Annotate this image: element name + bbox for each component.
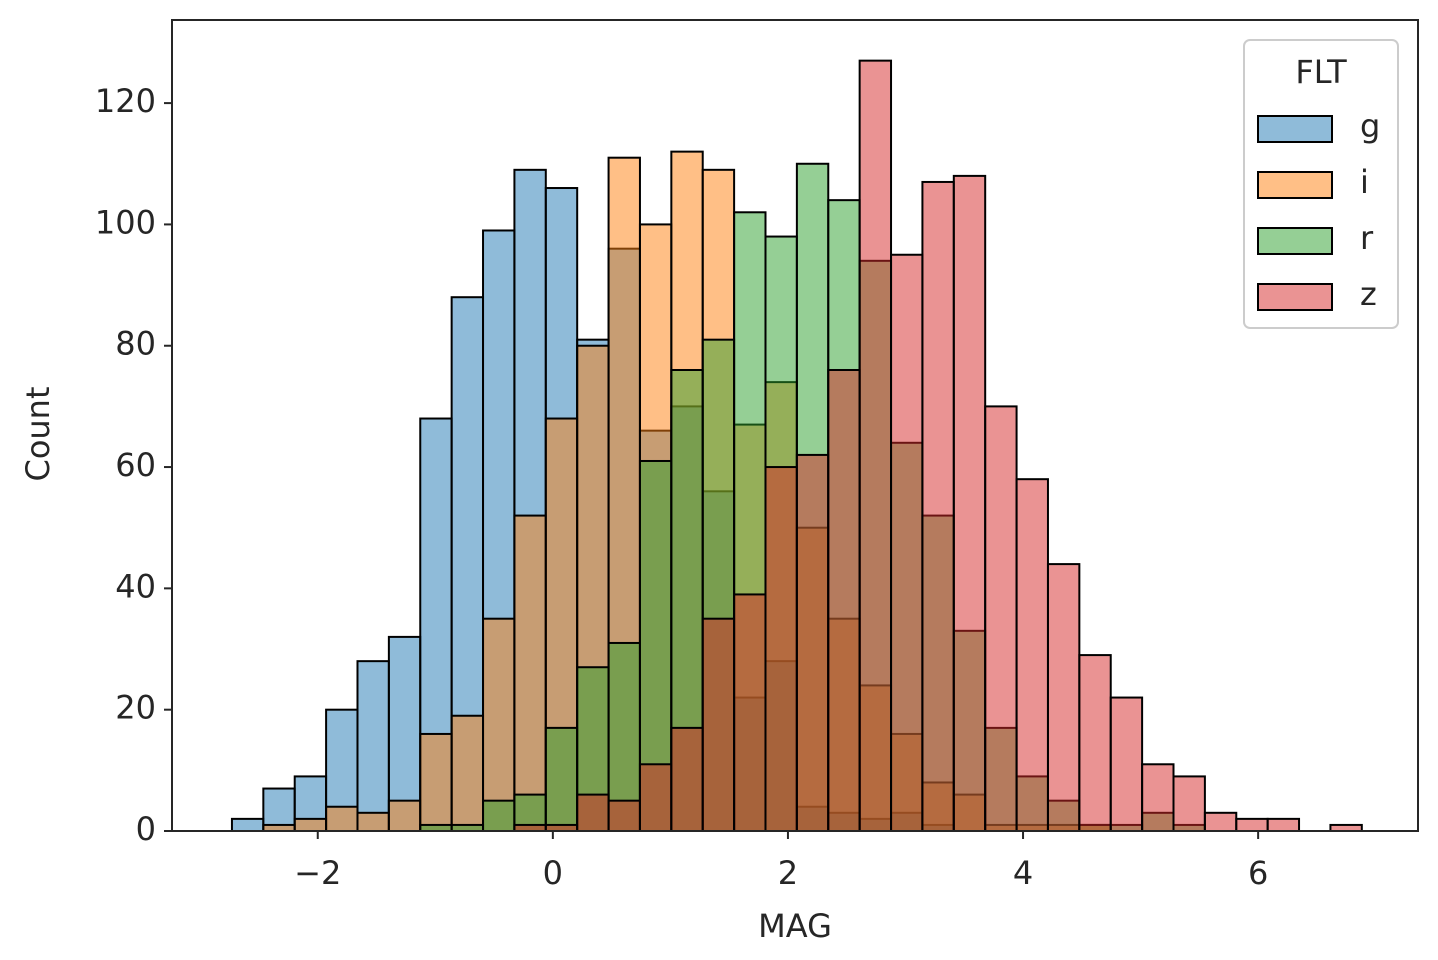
bar xyxy=(795,453,830,832)
x-tick-label: 6 xyxy=(1248,854,1268,892)
bar xyxy=(387,799,422,832)
x-tick-label: 4 xyxy=(1013,854,1033,892)
legend-swatch xyxy=(1257,227,1333,255)
bar xyxy=(262,787,296,832)
bar xyxy=(1015,478,1049,832)
bar xyxy=(356,811,390,833)
legend-swatch xyxy=(1257,115,1333,143)
bar xyxy=(701,617,736,833)
bar xyxy=(1046,563,1081,832)
bar xyxy=(1078,654,1112,832)
bar xyxy=(607,799,641,832)
y-tick-label: 20 xyxy=(115,689,156,727)
bar xyxy=(952,174,987,833)
x-tick-label: −2 xyxy=(294,854,341,892)
bar xyxy=(858,59,893,832)
bar xyxy=(482,617,516,833)
plot-frame xyxy=(171,19,1419,832)
legend-swatch xyxy=(1257,171,1333,199)
bar xyxy=(544,726,579,833)
x-tick-label: 2 xyxy=(778,854,798,892)
y-tick-label: 120 xyxy=(95,82,156,120)
y-tick-label: 80 xyxy=(115,325,156,363)
legend-label: z xyxy=(1360,275,1377,313)
bar xyxy=(293,817,328,832)
y-tick-label: 0 xyxy=(136,810,156,848)
bar xyxy=(764,466,798,832)
bar xyxy=(1203,811,1238,833)
legend-title: FLT xyxy=(1295,53,1347,91)
bar xyxy=(638,763,673,833)
bar xyxy=(1235,817,1269,832)
bar xyxy=(827,368,861,832)
bar xyxy=(1172,775,1206,833)
bar xyxy=(356,660,390,832)
x-tick-label: 0 xyxy=(543,854,563,892)
legend-swatch xyxy=(1257,283,1333,311)
bar xyxy=(1141,763,1175,833)
bar xyxy=(607,641,641,832)
legend-label: g xyxy=(1360,107,1380,145)
bar xyxy=(1266,817,1301,832)
legend-label: i xyxy=(1360,163,1369,201)
bar xyxy=(921,180,955,832)
bar xyxy=(576,793,610,833)
y-axis-label: Count xyxy=(19,386,57,481)
bar xyxy=(450,714,485,833)
y-tick-label: 40 xyxy=(115,567,156,605)
bar xyxy=(419,732,453,832)
bar xyxy=(1109,696,1144,833)
bar xyxy=(387,635,422,832)
bar xyxy=(325,805,359,832)
bar xyxy=(733,593,767,832)
legend-label: r xyxy=(1360,219,1374,257)
bar xyxy=(230,817,265,832)
bar xyxy=(482,799,516,832)
x-axis-label: MAG xyxy=(758,907,832,945)
y-tick-label: 100 xyxy=(95,203,156,241)
bar xyxy=(984,405,1018,832)
y-tick-label: 60 xyxy=(115,446,156,484)
bar xyxy=(890,253,924,832)
bar xyxy=(513,514,547,832)
bar xyxy=(670,726,704,833)
